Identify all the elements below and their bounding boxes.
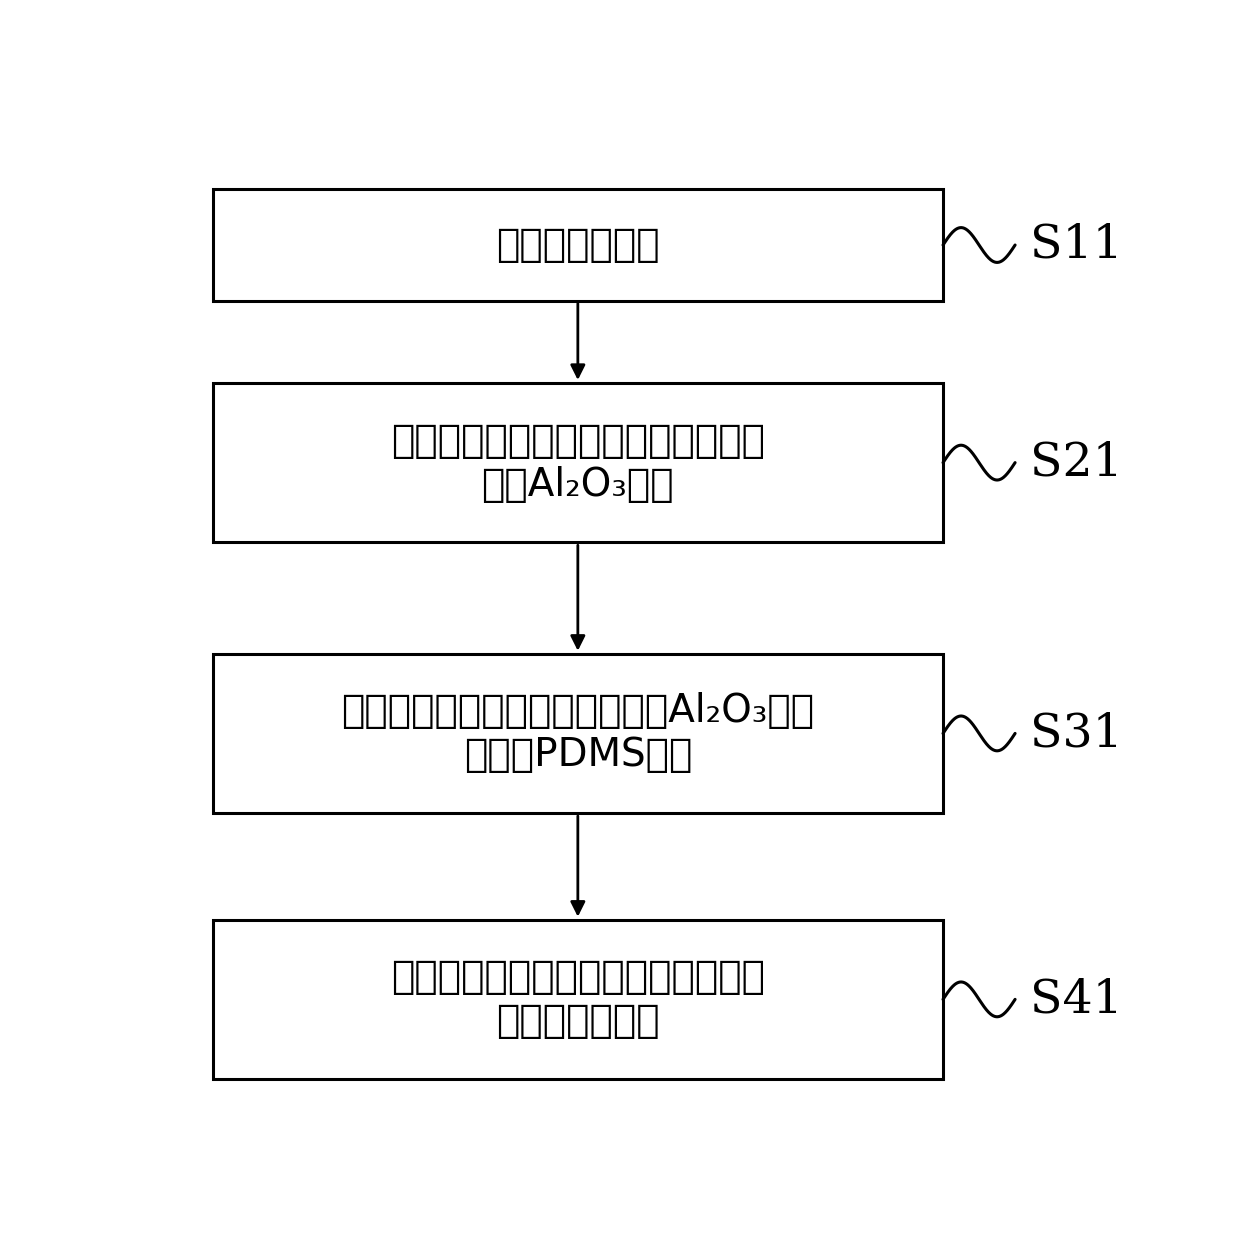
Text: S21: S21 xyxy=(1029,440,1122,485)
Text: 得到各反应单元内反应液体互不串扰
的生物反应芯片: 得到各反应单元内反应液体互不串扰 的生物反应芯片 xyxy=(391,958,765,1040)
FancyBboxPatch shape xyxy=(213,653,944,813)
Text: 通过表面热压于所述基底表面的Al₂O₃涂层
上形成PDMS涂层: 通过表面热压于所述基底表面的Al₂O₃涂层 上形成PDMS涂层 xyxy=(341,692,815,775)
Text: S31: S31 xyxy=(1029,711,1122,756)
Text: S41: S41 xyxy=(1029,977,1122,1022)
FancyBboxPatch shape xyxy=(213,383,944,543)
Text: 提供一微腔芯片: 提供一微腔芯片 xyxy=(496,226,660,264)
Text: S11: S11 xyxy=(1029,222,1122,268)
FancyBboxPatch shape xyxy=(213,919,944,1079)
Text: 通过原子层沉积于所述微腔芯片表面
形成Al₂O₃涂层: 通过原子层沉积于所述微腔芯片表面 形成Al₂O₃涂层 xyxy=(391,422,765,504)
FancyBboxPatch shape xyxy=(213,190,944,300)
